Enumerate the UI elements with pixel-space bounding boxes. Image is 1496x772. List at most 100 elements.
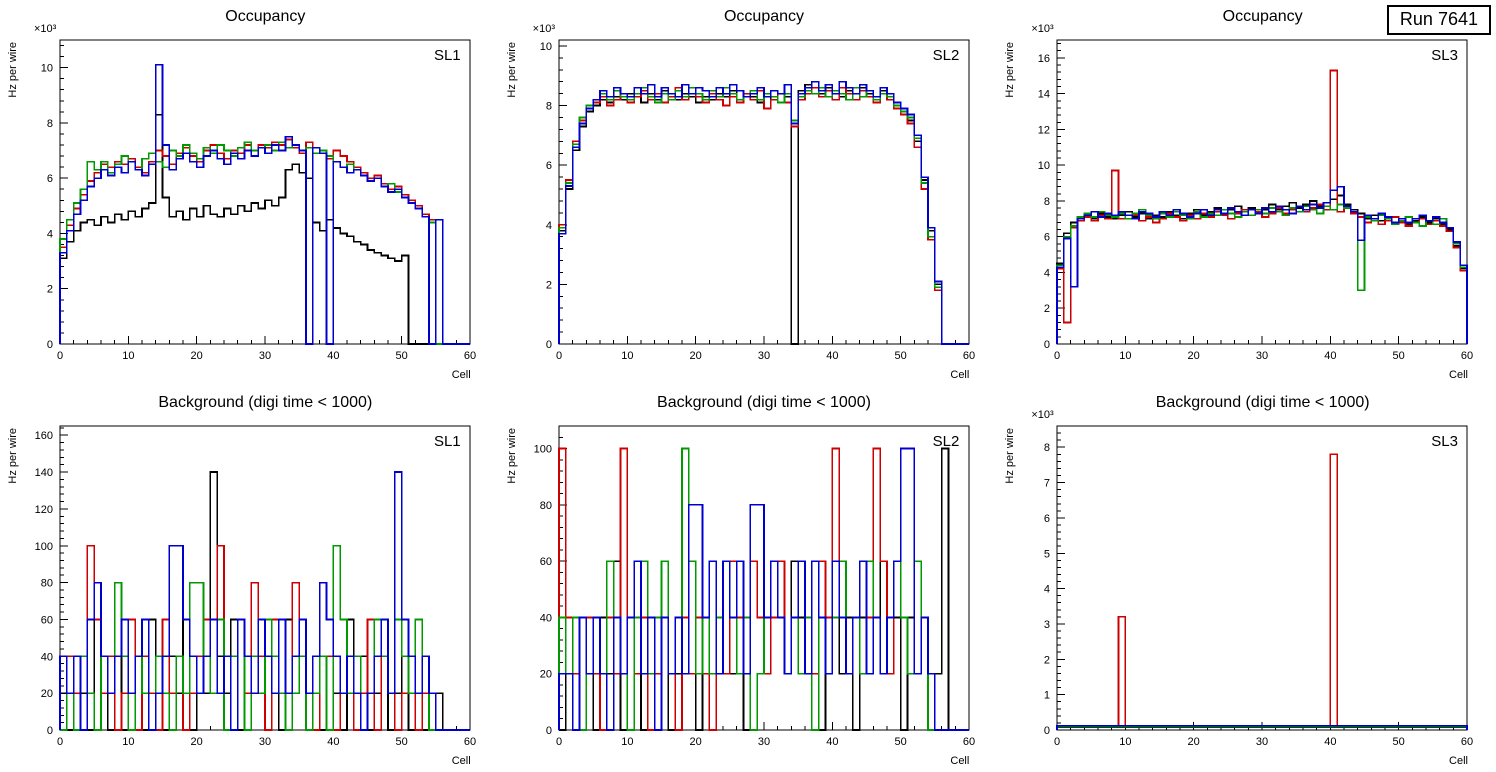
x-tick-label: 60 xyxy=(963,350,975,362)
x-tick-label: 0 xyxy=(57,736,63,748)
y-tick-label: 5 xyxy=(1044,548,1050,560)
plot-frame xyxy=(558,39,970,345)
x-tick-label: 0 xyxy=(1054,736,1060,748)
x-tick-label: 10 xyxy=(122,736,134,748)
y-tick-label: 10 xyxy=(1038,160,1050,172)
y-tick-label: 12 xyxy=(1038,124,1050,136)
x-tick-label: 40 xyxy=(1325,350,1337,362)
y-tick-label: 8 xyxy=(1044,442,1050,454)
x-tick-label: 10 xyxy=(621,350,633,362)
histogram-plot: 0 10 20 30 40 50 60 0 1 2 3 4 5 6 7 8 xyxy=(1044,425,1473,748)
histogram-plot: 0 10 20 30 40 50 60 0 20 40 60 80 100 xyxy=(533,425,975,748)
run-label: Run 7641 xyxy=(1386,5,1491,35)
x-tick-label: 30 xyxy=(259,736,271,748)
series-green xyxy=(557,86,969,345)
panel-occupancy-sl3: Occupancy ×10³ Hz per wire SL3 Cell 0 10 2… xyxy=(997,0,1496,386)
y-tick-label: 10 xyxy=(539,41,551,53)
x-axis-title: Cell xyxy=(451,369,471,381)
y-tick-label: 0 xyxy=(47,339,53,351)
x-tick-label: 40 xyxy=(327,350,339,362)
chart-title: Background (digi time < 1000) xyxy=(657,394,871,411)
series-red xyxy=(1056,69,1469,344)
panel-background-sl1: Background (digi time < 1000) Hz per wir… xyxy=(0,386,499,772)
y-tick-label: 20 xyxy=(41,688,53,700)
y-tick-label: 0 xyxy=(1044,725,1050,737)
y-tick-label: 4 xyxy=(546,220,552,232)
panel-background-sl3: Background (digi time < 1000) ×10³ Hz pe… xyxy=(997,386,1496,772)
x-tick-label: 10 xyxy=(122,350,134,362)
series-blue xyxy=(1056,724,1469,730)
panel-occupancy-sl2: Occupancy ×10³ Hz per wire SL2 Cell 0 10 2… xyxy=(499,0,998,386)
y-tick-label: 0 xyxy=(47,725,53,737)
histogram-plot: 0 10 20 30 40 50 60 0 2 4 6 8 10 12 14 16 xyxy=(1038,39,1473,362)
x-tick-label: 60 xyxy=(1461,736,1473,748)
y-tick-label: 2 xyxy=(546,279,552,291)
x-tick-label: 30 xyxy=(758,350,770,362)
x-tick-label: 60 xyxy=(464,350,476,362)
x-tick-label: 30 xyxy=(1256,736,1268,748)
y-tick-label: 6 xyxy=(1044,232,1050,244)
y-tick-label: 0 xyxy=(546,339,552,351)
y-tick-label: 1 xyxy=(1044,690,1050,702)
y-tick-label: 100 xyxy=(533,444,551,456)
x-axis-title: Cell xyxy=(451,755,471,767)
x-tick-label: 0 xyxy=(556,350,562,362)
chart-title: Occupancy xyxy=(225,8,306,25)
y-tick-label: 4 xyxy=(47,228,53,240)
y-tick-label: 6 xyxy=(47,173,53,185)
y-tick-label: 0 xyxy=(546,725,552,737)
y-tick-label: 120 xyxy=(35,504,53,516)
x-tick-label: 20 xyxy=(689,350,701,362)
x-tick-label: 0 xyxy=(556,736,562,748)
y-tick-label: 2 xyxy=(1044,303,1050,315)
x-tick-label: 10 xyxy=(1120,350,1132,362)
x-tick-label: 50 xyxy=(396,350,408,362)
y-tick-label: 140 xyxy=(35,467,53,479)
x-tick-label: 20 xyxy=(191,736,203,748)
y-tick-label: 6 xyxy=(1044,513,1050,525)
series-blue xyxy=(59,64,470,345)
x-tick-label: 50 xyxy=(1393,350,1405,362)
series-blue xyxy=(1056,185,1469,344)
chart-title: Background (digi time < 1000) xyxy=(158,394,373,411)
y-tick-label: 3 xyxy=(1044,619,1050,631)
x-tick-label: 0 xyxy=(1054,350,1060,362)
x-tick-label: 60 xyxy=(963,736,975,748)
y-tick-label: 16 xyxy=(1038,53,1050,65)
x-axis-title: Cell xyxy=(1449,369,1468,381)
y-tick-label: 80 xyxy=(41,578,53,590)
histogram-plot: 0 10 20 30 40 50 60 0 2 4 6 8 10 xyxy=(539,39,975,362)
series-red xyxy=(1056,453,1469,730)
y-tick-label: 4 xyxy=(1044,584,1050,596)
x-tick-label: 60 xyxy=(1461,350,1473,362)
x-tick-label: 50 xyxy=(894,350,906,362)
x-tick-label: 30 xyxy=(1256,350,1268,362)
corner-label: SL3 xyxy=(1431,47,1458,64)
x-tick-label: 40 xyxy=(1325,736,1337,748)
series-green xyxy=(1056,725,1469,730)
y-tick-label: 6 xyxy=(546,160,552,172)
y-axis-multiplier: ×10³ xyxy=(532,23,555,35)
chart-title: Occupancy xyxy=(723,8,805,25)
corner-label: SL1 xyxy=(433,47,461,64)
x-tick-label: 50 xyxy=(894,736,906,748)
series-blue xyxy=(557,447,969,731)
series-blue xyxy=(59,471,470,731)
x-tick-label: 30 xyxy=(758,736,770,748)
x-tick-label: 50 xyxy=(396,736,408,748)
y-tick-label: 7 xyxy=(1044,478,1050,490)
y-tick-label: 2 xyxy=(47,284,53,296)
y-tick-label: 20 xyxy=(539,669,551,681)
x-tick-label: 40 xyxy=(826,736,838,748)
x-tick-label: 10 xyxy=(1120,736,1132,748)
chart-title: Occupancy xyxy=(1222,8,1303,25)
y-tick-label: 40 xyxy=(41,651,53,663)
y-axis-multiplier: ×10³ xyxy=(34,23,57,35)
x-axis-title: Cell xyxy=(950,755,970,767)
y-tick-label: 8 xyxy=(47,118,53,130)
x-tick-label: 20 xyxy=(191,350,203,362)
y-tick-label: 60 xyxy=(539,556,551,568)
x-tick-label: 20 xyxy=(1188,736,1200,748)
x-tick-label: 40 xyxy=(826,350,838,362)
x-tick-label: 10 xyxy=(621,736,633,748)
